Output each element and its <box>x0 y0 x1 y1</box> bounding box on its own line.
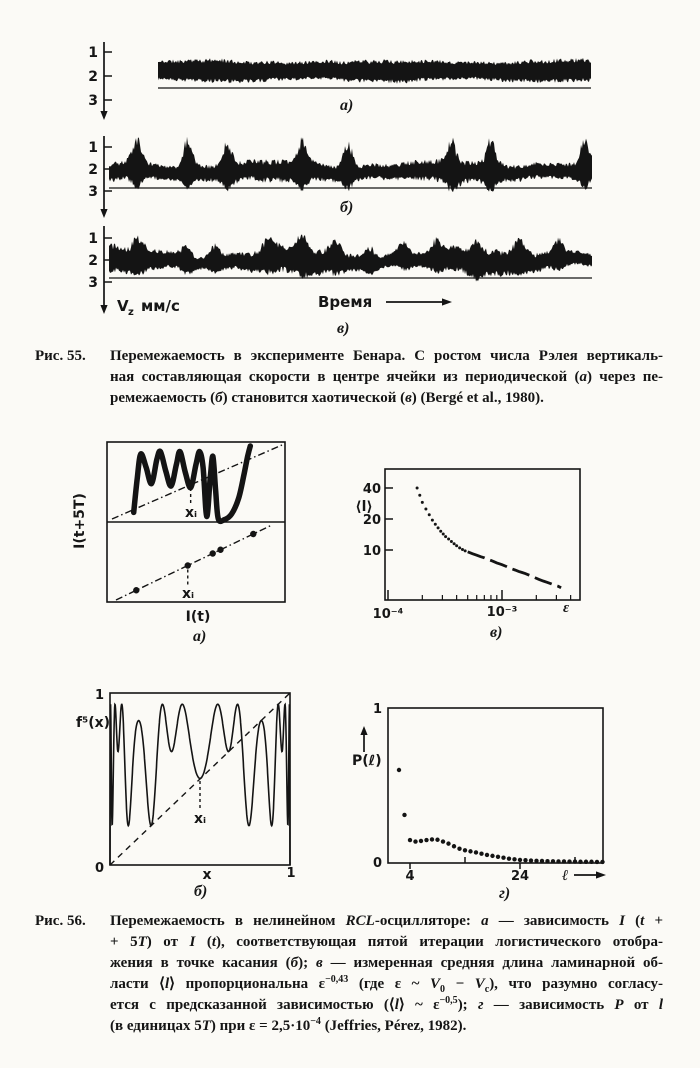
caption-line: ремежаемость (б) становится хаотической … <box>110 390 544 406</box>
panel-label-b: б) <box>340 199 353 216</box>
fig56v-geometry <box>384 468 581 601</box>
y-axis-symbol: V <box>117 297 129 315</box>
caption-line: ная составляющая скорости в центре ячейк… <box>110 369 663 385</box>
trace-a-tick-1: 1 <box>88 45 98 61</box>
fig56g-x-axis-label: ℓ <box>562 868 568 884</box>
panel-label-a: а) <box>340 97 353 114</box>
trace-a-tick-3: 3 <box>88 93 98 109</box>
fig56g-ytick-1: 1 <box>373 702 382 717</box>
fig56v-xtick-1e-4: 10⁻⁴ <box>373 607 404 622</box>
fig56a-x-axis-label: I(t) <box>186 609 211 625</box>
fig56a-xi-label-bottom: xᵢ <box>182 586 194 602</box>
figure-55-number: Рис. 55. <box>35 348 86 364</box>
trace-c-tick-3: 3 <box>88 275 98 291</box>
caption-line: жения в точке касания (б); в — измеренна… <box>110 955 663 971</box>
fig56b-xtick-1: 1 <box>286 866 295 881</box>
figure-55-caption: Рис. 55. Перемежаемость в эксперименте Б… <box>35 346 663 409</box>
fig56g-xtick-4: 4 <box>405 869 414 884</box>
caption-line: ется с предсказанной зависимостью (⟨l⟩ ~… <box>110 995 663 1014</box>
caption-line: + 5T) от I (t), соответствующая пятой ит… <box>110 934 663 950</box>
y-axis-subscript: z <box>128 307 134 318</box>
caption-line: (в единицах 5T) при ε = 2,5·10−4 (Jeffri… <box>110 1016 467 1035</box>
fig56g-xtick-24: 24 <box>511 869 529 884</box>
fig56b-xi-label: xᵢ <box>194 811 206 827</box>
trace-c-tick-1: 1 <box>88 231 98 247</box>
panel-label-56a: а) <box>193 628 206 645</box>
figure-56-caption: Рис. 56. Перемежаемость в нелинейном RCL… <box>35 911 663 1037</box>
fig56a-return-map-figure: I(t+5T) xᵢ xᵢ I(t) а) <box>72 441 286 645</box>
caption-line: Перемежаемость в эксперименте Бенара. С … <box>110 348 663 364</box>
fig56b-logistic-map-figure: 1 f⁵(x) 0 1 x xᵢ б) <box>76 688 296 900</box>
fig56v-laminar-length-figure: 40 20 10 ⟨l⟩ 10⁻⁴ 10⁻³ ε в) <box>355 468 581 641</box>
panel-label-56b: б) <box>194 883 207 900</box>
trace-c-tick-2: 2 <box>88 253 98 269</box>
caption-line: Перемежаемость в нелинейном RCL-осциллят… <box>110 913 663 929</box>
y-axis-units: мм/с <box>141 297 180 315</box>
fig56v-x-axis-label-epsilon: ε <box>563 600 570 616</box>
fig56v-ytick-10: 10 <box>363 544 381 559</box>
trace-b-tick-1: 1 <box>88 140 98 156</box>
fig56v-ytick-20: 20 <box>363 513 381 528</box>
panel-label-56g: г) <box>499 885 510 902</box>
fig56g-geometry <box>360 707 606 879</box>
trace-b-tick-2: 2 <box>88 162 98 178</box>
fig55-geometry <box>100 42 592 314</box>
x-axis-label-time: Время <box>318 293 372 311</box>
fig56g-y-axis-label: P(ℓ) <box>352 753 382 769</box>
fig56b-geometry <box>109 692 291 866</box>
fig56b-origin-0: 0 <box>95 861 104 876</box>
fig56a-geometry <box>106 441 286 603</box>
figure-56-number: Рис. 56. <box>35 913 86 929</box>
panel-label-v: в) <box>337 320 349 337</box>
fig56v-xtick-1e-3: 10⁻³ <box>487 605 518 620</box>
fig55-traces-figure: 1 2 3 1 2 3 1 2 3 а) б) в) V z мм/с Врем… <box>88 42 592 337</box>
panel-label-56v: в) <box>490 624 502 641</box>
fig56a-y-axis-label: I(t+5T) <box>72 493 88 549</box>
fig56a-xi-label-top: xᵢ <box>185 505 197 521</box>
figure-55-caption-text: Перемежаемость в эксперименте Бенара. С … <box>110 346 663 409</box>
fig56v-y-axis-label: ⟨l⟩ <box>355 499 373 515</box>
trace-b-tick-3: 3 <box>88 184 98 200</box>
fig56b-ytick-1: 1 <box>95 688 104 703</box>
trace-a-tick-2: 2 <box>88 69 98 85</box>
caption-line: ласти ⟨l⟩ пропорциональна ε−0,43 (где ε … <box>110 974 664 995</box>
figure-56-caption-text: Перемежаемость в нелинейном RCL-осциллят… <box>110 911 663 1037</box>
fig56v-ytick-40: 40 <box>363 482 381 497</box>
fig56b-y-axis-label: f⁵(x) <box>76 715 110 731</box>
fig56b-x-axis-label: x <box>202 867 211 883</box>
fig56g-ytick-0: 0 <box>373 856 382 871</box>
fig56g-distribution-figure: 1 P(ℓ) 0 4 24 ℓ г) <box>352 702 606 902</box>
